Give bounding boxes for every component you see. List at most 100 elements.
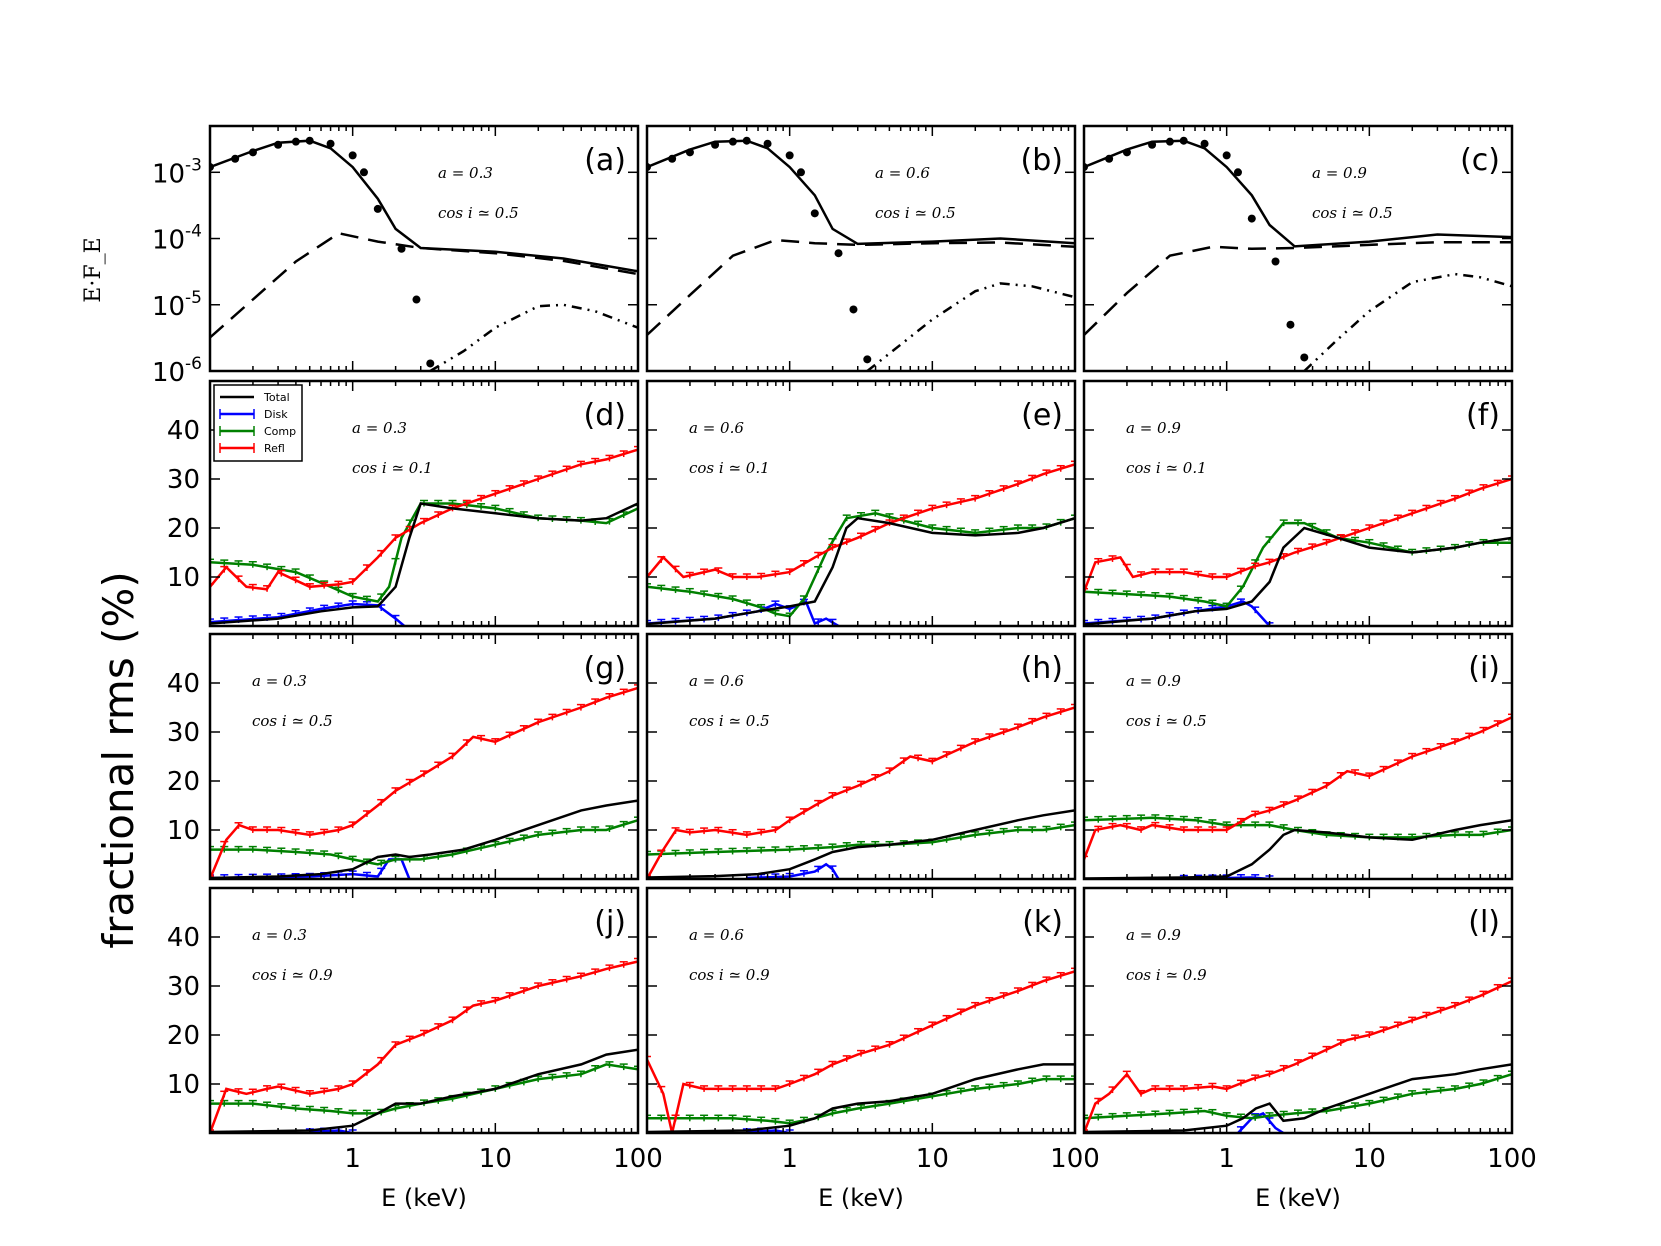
legend-label-refl: Refl — [264, 442, 285, 455]
panel-label-f: (f) — [1466, 398, 1500, 433]
disk-point — [849, 305, 858, 314]
series-comp-line — [210, 1063, 638, 1115]
disk-point — [742, 136, 751, 145]
panel-plot-a — [210, 136, 638, 371]
panel-plot-e — [647, 460, 1075, 626]
series-refl-line — [1084, 716, 1512, 860]
panel-plot-g — [210, 684, 638, 879]
series-refl-line — [1303, 272, 1512, 371]
disk-point — [291, 137, 300, 146]
disk-point — [668, 154, 677, 163]
panel-plot-b — [647, 136, 1075, 371]
panel-i: (i) a = 0.9 cos i ≃ 0.5 — [1082, 632, 1514, 881]
panel-label-d: (d) — [584, 398, 626, 433]
series-refl-line — [866, 282, 1075, 371]
disk-point — [810, 209, 819, 218]
y-tick-label: 40 — [167, 669, 200, 699]
series-total-line — [647, 139, 1075, 246]
disk-point — [796, 168, 805, 177]
series-total-line — [647, 516, 1075, 626]
x-tick-label: 1 — [344, 1144, 361, 1174]
panel-frame-g — [208, 632, 640, 881]
disk-point — [1233, 168, 1242, 177]
y-tick-label: 10-5 — [152, 288, 202, 322]
param-cosi-a: cos i ≃ 0.5 — [438, 204, 519, 222]
y-tick-label: 10-6 — [152, 354, 202, 388]
param-cosi-l: cos i ≃ 0.9 — [1126, 966, 1207, 984]
panel-frame-i — [1082, 632, 1514, 881]
param-cosi-f: cos i ≃ 0.1 — [1126, 459, 1207, 477]
x-tick-label: 1 — [1218, 1144, 1235, 1174]
panel-label-l: (l) — [1468, 905, 1500, 940]
series-comp-line — [647, 238, 1075, 336]
param-cosi-j: cos i ≃ 0.9 — [252, 966, 333, 984]
param-cosi-e: cos i ≃ 0.1 — [689, 459, 770, 477]
param-a-c: a = 0.9 — [1312, 164, 1367, 182]
y-label-top: E·F_E — [81, 237, 106, 302]
disk-point — [685, 148, 694, 157]
panel-label-a: (a) — [584, 143, 626, 178]
param-a-f: a = 0.9 — [1126, 419, 1181, 437]
param-cosi-k: cos i ≃ 0.9 — [689, 966, 770, 984]
disk-point — [863, 355, 872, 364]
x-tick-label: 100 — [1050, 1144, 1100, 1174]
panel-frame-e — [645, 379, 1077, 628]
x-tick-label: 10 — [1353, 1144, 1386, 1174]
y-tick-label: 10 — [167, 563, 200, 593]
x-tick-label: 1 — [781, 1144, 798, 1174]
panel-frame-c — [1082, 124, 1514, 373]
disk-point — [1122, 148, 1131, 157]
panel-plot-d — [210, 445, 638, 626]
legend: Total Disk Comp Refl — [213, 384, 303, 462]
param-cosi-c: cos i ≃ 0.5 — [1312, 204, 1393, 222]
disk-point — [1286, 320, 1295, 329]
series-total-line — [1084, 1063, 1512, 1133]
panel-label-g: (g) — [584, 651, 626, 686]
disk-point — [1300, 353, 1309, 362]
x-label-col1: E (keV) — [381, 1184, 467, 1212]
param-cosi-i: cos i ≃ 0.5 — [1126, 712, 1207, 730]
disk-point — [359, 168, 368, 177]
panel-a: 10-3 10-4 10-5 10-6 (a) a = 0.3 cos i ≃ 0.5 — [152, 124, 640, 388]
panel-label-h: (h) — [1021, 651, 1063, 686]
series-total-line — [210, 799, 638, 879]
disk-point — [305, 136, 314, 145]
param-a-d: a = 0.3 — [352, 419, 407, 437]
series-total-line — [647, 1063, 1075, 1133]
x-label-col2: E (keV) — [818, 1184, 904, 1212]
y-tick-label: 30 — [167, 972, 200, 1002]
disk-point — [1105, 154, 1114, 163]
disk-point — [711, 140, 720, 149]
param-a-k: a = 0.6 — [689, 926, 744, 944]
param-a-g: a = 0.3 — [252, 672, 307, 690]
panel-e: (e) a = 0.6 cos i ≃ 0.1 — [645, 379, 1077, 628]
panel-k: 1 10 100 (k) a = 0.6 cos i ≃ 0.9 — [645, 886, 1100, 1174]
panel-plot-k — [647, 967, 1075, 1133]
series-refl-line — [647, 463, 1075, 579]
series-comp-line — [1084, 1073, 1512, 1120]
disk-point — [785, 151, 794, 160]
legend-label-comp: Comp — [264, 425, 296, 438]
series-total-line — [210, 1048, 638, 1133]
series-refl-line — [647, 706, 1075, 879]
param-a-l: a = 0.9 — [1126, 926, 1181, 944]
x-label-col3: E (keV) — [1255, 1184, 1341, 1212]
panel-label-j: (j) — [594, 905, 626, 940]
series-comp-line — [647, 512, 1075, 618]
panel-h: (h) a = 0.6 cos i ≃ 0.5 — [645, 632, 1077, 881]
panel-frame-d — [208, 379, 640, 628]
series-total-line — [210, 139, 638, 273]
x-tick-label: 100 — [613, 1144, 663, 1174]
y-tick-label: 10-4 — [152, 222, 202, 256]
panel-d: 10 20 30 40 (d) a = 0.3 cos i ≃ 0.1 — [167, 379, 640, 628]
series-total-line — [1084, 526, 1512, 626]
series-total-line — [1084, 139, 1512, 248]
panel-plot-j — [210, 957, 638, 1133]
series-comp-line — [210, 231, 638, 339]
panel-label-e: (e) — [1021, 398, 1063, 433]
param-a-i: a = 0.9 — [1126, 672, 1181, 690]
series-refl-line — [210, 686, 638, 879]
panel-b: (b) a = 0.6 cos i ≃ 0.5 — [645, 124, 1077, 373]
x-tick-label: 10 — [916, 1144, 949, 1174]
